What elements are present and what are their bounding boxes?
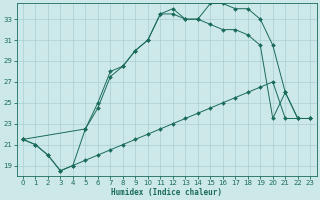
X-axis label: Humidex (Indice chaleur): Humidex (Indice chaleur)	[111, 188, 222, 197]
